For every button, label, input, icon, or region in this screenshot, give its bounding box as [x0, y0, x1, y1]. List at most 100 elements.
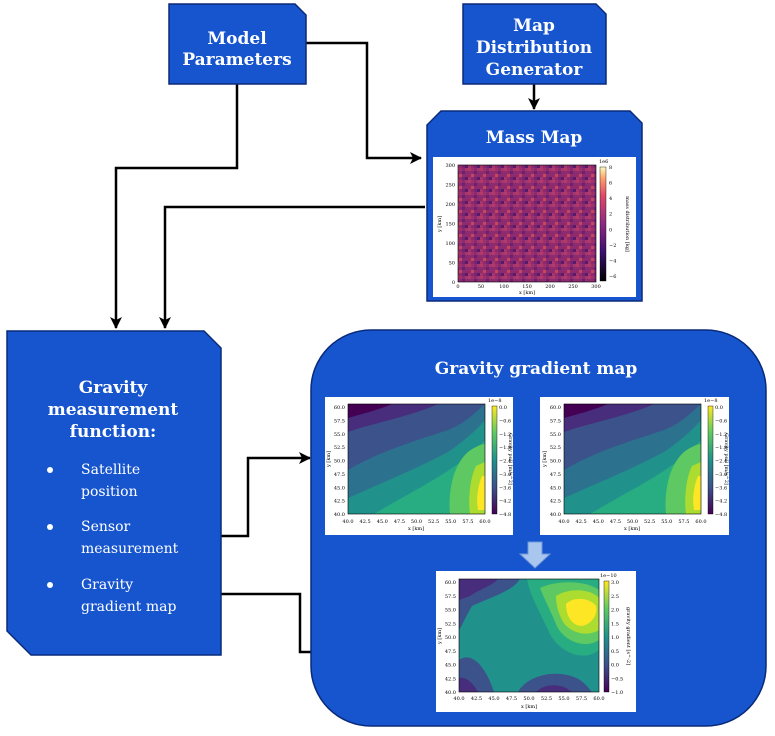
plot-left-cbar-label: Gravity pull [m/s^2] [507, 433, 514, 485]
plot-bottom-cbar-exponent: 1e−10 [600, 573, 617, 579]
plot-left-xtick-4: 50.0 [411, 519, 422, 525]
plot-left-xtick-8: 60.0 [479, 519, 490, 525]
plot-bottom-cbar-tick-7: −0.5 [611, 676, 623, 682]
mass-map-cbar-tick-5: −2 [609, 243, 616, 249]
plot-right-xtick-1: 42.5 [576, 519, 587, 525]
plot-left-ytick-8: 40.0 [334, 512, 345, 518]
mass-map-plot: 1e6 8 6 4 2 0 −2 −4 −6 0 50 100 150 200 250 300 0 50 10… [433, 157, 636, 297]
plot-bottom-ytick-2: 55.0 [445, 608, 456, 614]
plot-bottom-ytick-4: 50.0 [445, 635, 456, 641]
mass-map-cbar-tick-2: 4 [609, 196, 612, 202]
plot-right-ytick-2: 55.0 [550, 432, 561, 438]
plot-right-xtick-2: 45.0 [593, 519, 604, 525]
mass-map-cbar-label: mass distribution [kg] [624, 196, 630, 252]
mass-map-xtick-4: 200 [545, 284, 555, 290]
plot-right-xtick-4: 50.0 [627, 519, 638, 525]
plot-bottom-xticks: 40.0 42.5 45.0 47.5 50.0 52.5 55.0 57.5 60.0 [453, 696, 604, 702]
plot-left-ytick-5: 47.5 [334, 472, 345, 478]
mass-map-cbar-tick-0: 8 [609, 165, 612, 171]
bullet-gradient-line2: gradient map [81, 599, 176, 615]
plot-left-ytick-4: 50.0 [334, 459, 345, 465]
mass-map-ytick-1: 50 [449, 261, 455, 267]
mass-map-cbar-exponent: 1e6 [599, 159, 608, 165]
plot-left-xticks: 40.0 42.5 45.0 47.5 50.0 52.5 55.0 57.5 60.0 [342, 519, 490, 525]
mass-map-ytick-2: 100 [445, 241, 455, 247]
bullet-sensor-line1: Sensor [81, 519, 131, 535]
plot-right-cbar-tick-2: −1.2 [715, 432, 727, 438]
plot-right-ylabel: y [km] [542, 451, 548, 468]
mass-map-xticks: 0 50 100 150 200 250 300 [456, 284, 600, 290]
plot-left-cbar-tick-7: −4.2 [499, 499, 511, 505]
mass-map-xtick-5: 250 [568, 284, 578, 290]
plot-left-xlabel: x [km] [408, 526, 424, 532]
model-parameters-label-line2: Parameters [182, 50, 291, 70]
plot-bottom-xtick-0: 40.0 [453, 696, 464, 702]
plot-left-cbar-tick-5: −3.0 [499, 472, 511, 478]
gravity-fn-title-line3: function: [70, 422, 157, 442]
generator-label-line3: Generator [486, 60, 584, 80]
plot-bottom-contours [459, 579, 599, 692]
plot-bottom-cbar-tick-1: 2.5 [611, 594, 619, 600]
gravity-pull-plot-right: 1e−8 0.0 −0.6 −1.2 −1.8 −2.4 −3.0 −3.6 −4.2 −4.8… [540, 397, 730, 535]
plot-bottom-xtick-8: 60.0 [593, 696, 604, 702]
model-parameters-node: Model Parameters [168, 3, 307, 85]
plot-right-cbar-tick-0: 0.0 [715, 405, 723, 411]
bullet-dot-3 [47, 582, 53, 588]
plot-bottom-ytick-6: 45.0 [445, 663, 456, 669]
plot-right-cbar-tick-4: −2.4 [715, 459, 727, 465]
mass-map-cbar-tick-1: 6 [609, 181, 612, 187]
mass-map-title: Mass Map [486, 128, 583, 148]
plot-right-ytick-0: 60.0 [550, 405, 561, 411]
plot-left-ytick-1: 57.5 [334, 418, 345, 424]
plot-left-cbar-ticks: 0.0 −0.6 −1.2 −1.8 −2.4 −3.0 −3.6 −4.2 −4.8 [499, 405, 511, 518]
plot-right-yticks: 60.0 57.5 55.0 52.5 50.0 47.5 45.0 42.5 40.0 [550, 405, 561, 518]
plot-bottom-xtick-1: 42.5 [471, 696, 482, 702]
plot-right-cbar-tick-7: −4.2 [715, 499, 727, 505]
plot-right-xtick-8: 60.0 [695, 519, 706, 525]
plot-bottom-xtick-5: 52.5 [541, 696, 552, 702]
plot-bottom-xtick-4: 50.0 [523, 696, 534, 702]
mass-map-cbar-tick-4: 0 [609, 227, 612, 233]
plot-bottom-colorbar [603, 580, 610, 693]
plot-right-colorbar [707, 405, 714, 515]
plot-bottom-cbar-tick-8: −1.0 [611, 690, 623, 696]
mass-map-heatmap [458, 165, 596, 282]
generator-label-line1: Map [513, 16, 555, 36]
bullet-dot-2 [47, 524, 53, 530]
edge-model-to-massmap [306, 41, 422, 164]
mass-map-cbar-tick-3: 2 [609, 212, 612, 218]
plot-right-cbar-label: Gravity pull [m/s^2] [723, 433, 730, 485]
plot-right-ytick-7: 42.5 [550, 499, 561, 505]
plot-left-contours [348, 404, 485, 514]
plot-left-cbar-tick-6: −3.6 [499, 485, 511, 491]
plot-left-xtick-1: 42.5 [360, 519, 371, 525]
plot-left-ylabel: y [km] [326, 451, 332, 468]
mass-map-ytick-5: 250 [445, 183, 455, 189]
mass-map-ytick-0: 0 [452, 280, 455, 286]
mass-map-cbar-tick-7: −6 [609, 274, 616, 280]
plot-bottom-xtick-2: 45.0 [488, 696, 499, 702]
mass-map-cbar-tick-6: −4 [609, 258, 616, 264]
gravity-gradient-map-node: Gravity gradient map 1e−8 0.0 −0.6 −1.2 −1.… [310, 329, 767, 727]
bullet-satellite-line2: position [81, 484, 138, 500]
mass-map-ytick-6: 300 [445, 163, 455, 169]
mass-map-colorbar [599, 166, 607, 282]
mass-map-xtick-3: 150 [522, 284, 532, 290]
plot-left-yticks: 60.0 57.5 55.0 52.5 50.0 47.5 45.0 42.5 40.0 [334, 405, 345, 518]
plot-left-ytick-7: 42.5 [334, 499, 345, 505]
plot-right-ytick-4: 50.0 [550, 459, 561, 465]
gravity-fn-title-line1: Gravity [79, 378, 149, 398]
plot-bottom-cbar-ticks: 3.0 2.5 2.0 1.5 1.0 0.5 0.0 −0.5 −1.0 [611, 580, 623, 696]
plot-bottom-cbar-tick-0: 3.0 [611, 580, 619, 586]
plot-left-cbar-exponent: 1e−8 [488, 398, 502, 404]
plot-right-ytick-6: 45.0 [550, 485, 561, 491]
plot-left-ytick-3: 52.5 [334, 445, 345, 451]
plot-right-xtick-0: 40.0 [558, 519, 569, 525]
generator-label-line2: Distribution [476, 38, 592, 58]
plot-right-xtick-3: 47.5 [610, 519, 621, 525]
map-distribution-generator-node: Map Distribution Generator [462, 3, 607, 85]
edge-model-to-gravityfn [110, 84, 239, 329]
plot-left-xtick-2: 45.0 [377, 519, 388, 525]
gravity-measurement-function-node: Gravity measurement function: Satellite … [6, 330, 222, 656]
plot-right-xtick-6: 55.0 [661, 519, 672, 525]
